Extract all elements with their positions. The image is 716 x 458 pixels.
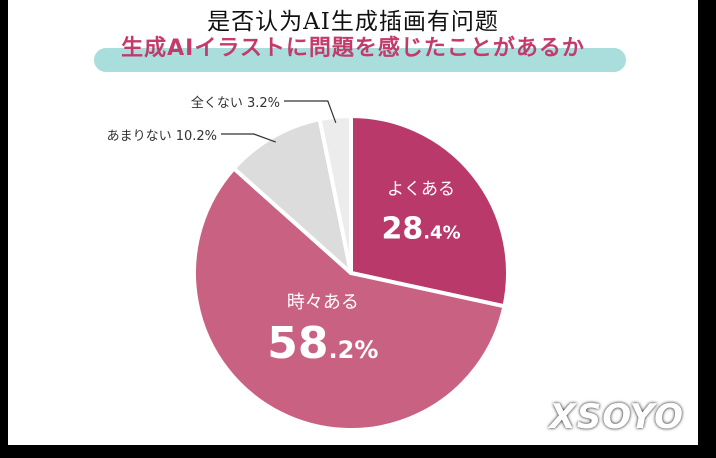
leader-line-3 [284, 100, 337, 124]
slice-label-1: 時々ある [287, 292, 359, 313]
leader-line-2 [221, 133, 277, 143]
pie-slice-0 [349, 114, 510, 309]
page-title: 是否认为AI生成插画有问题 [207, 9, 499, 35]
chart-frame: 是否认为AI生成插画有问题 生成AIイラストに問題を感じたことがあるか よくある… [8, 0, 698, 445]
watermark: XSOYO [549, 397, 684, 437]
pie-slice-3 [317, 114, 353, 275]
slice-label-0: よくある [387, 180, 455, 200]
chart-subtitle: 生成AIイラストに問題を感じたことがあるか [121, 36, 585, 61]
pie-slice-1 [191, 166, 507, 432]
subtitle-highlight [94, 48, 626, 72]
outside-label-2: あまりない 10.2% [107, 129, 217, 144]
pie-chart: よくある 28.4% 時々ある 58.2% あまりない 10.2% 全くない 3.2% [107, 95, 510, 432]
outside-label-3: 全くない 3.2% [191, 95, 280, 111]
slice-value-0: 28.4% [381, 212, 460, 247]
slice-value-1: 58.2% [267, 318, 378, 369]
pie-slice-2 [231, 117, 353, 275]
